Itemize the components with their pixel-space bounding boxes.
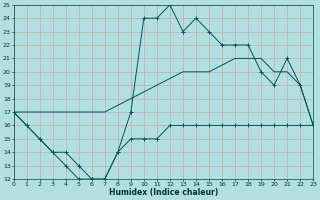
X-axis label: Humidex (Indice chaleur): Humidex (Indice chaleur)	[109, 188, 218, 197]
